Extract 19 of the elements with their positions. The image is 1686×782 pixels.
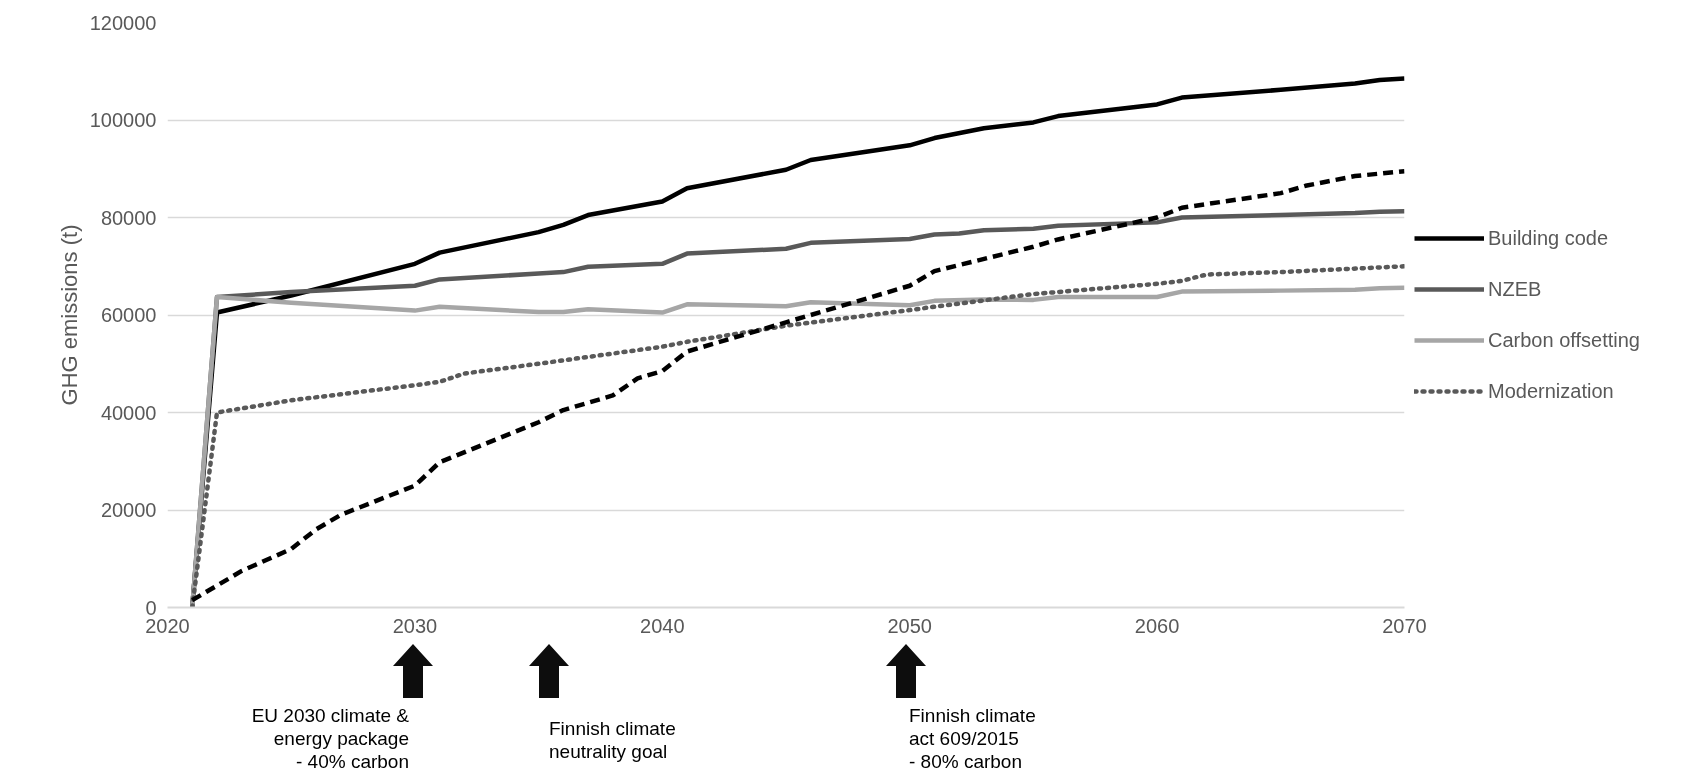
y-tick-label: 100000	[89, 109, 157, 131]
x-tick-label: 2060	[1134, 614, 1180, 637]
text: EU 2030 climate & energy package - 40% carbon	[251, 704, 409, 773]
y-tick-label: 120000	[89, 11, 157, 34]
x-tick-label: 2070	[1382, 614, 1427, 637]
legend-label: Carbon offsetting	[1488, 328, 1640, 352]
legend-label: NZEB	[1488, 277, 1542, 301]
y-tick-label: 40000	[100, 401, 157, 424]
legend-label: Building code	[1488, 226, 1609, 250]
x-tick-label: 2030	[392, 614, 438, 637]
y-tick-label: 60000	[100, 304, 157, 326]
x-tick-label: 2050	[887, 614, 932, 637]
text: Finnish climate neutrality goal	[549, 717, 676, 763]
y-tick-label: 80000	[100, 206, 157, 229]
legend-label: Modernization	[1488, 379, 1614, 403]
y-axis-title: GHG emissions (t)	[56, 224, 82, 406]
text: Finnish climate act 609/2015 - 80% carbon	[909, 704, 1036, 773]
y-tick-label: 20000	[100, 499, 157, 521]
x-tick-label: 2040	[640, 614, 685, 637]
